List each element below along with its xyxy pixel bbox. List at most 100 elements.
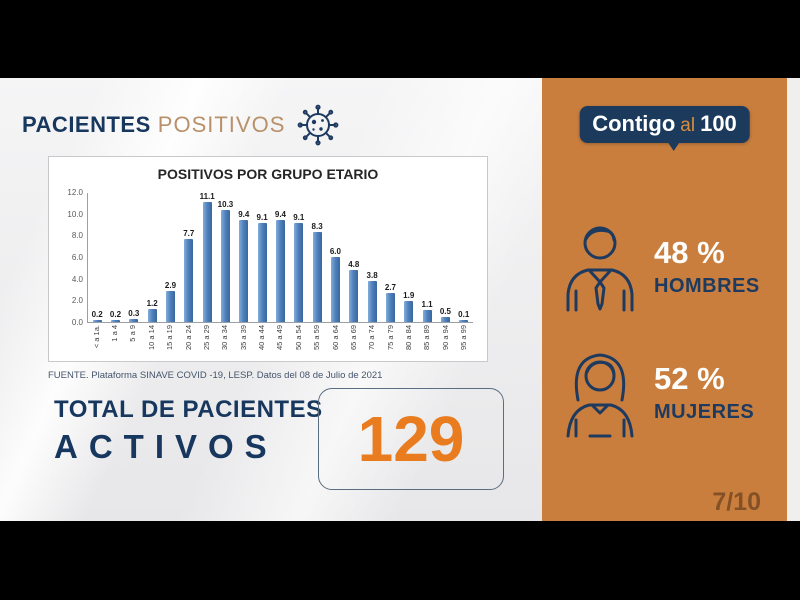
- stat-men: 48 % HOMBRES: [562, 216, 774, 316]
- x-axis-label: 65 a 69: [348, 325, 358, 351]
- contigo-al-100-logo: Contigo al 100: [579, 106, 750, 151]
- bar-column: 2.7: [381, 178, 399, 322]
- x-axis-label: 90 a 94: [440, 325, 450, 351]
- bar-column: 9.4: [235, 178, 253, 322]
- bar-value-label: 9.4: [238, 210, 250, 220]
- y-tick: 0.0: [71, 318, 83, 327]
- x-axis-label: 25 a 29: [201, 325, 211, 351]
- bar: [110, 319, 120, 322]
- x-axis-label: 40 a 44: [257, 325, 267, 351]
- bar-column: 8.3: [308, 178, 326, 322]
- total-patients-label: TOTAL DE PACIENTES ACTIVOS: [54, 396, 323, 466]
- bar-value-label: 10.3: [217, 200, 234, 210]
- bar: [147, 309, 157, 322]
- bar-column: 9.1: [290, 178, 308, 322]
- x-axis-label: 45 a 49: [275, 325, 285, 351]
- bar: [184, 238, 194, 322]
- total-label-line1: TOTAL DE PACIENTES: [54, 396, 323, 423]
- bar-column: 2.9: [161, 178, 179, 322]
- bar-value-label: 9.1: [293, 213, 305, 223]
- bar-column: 9.1: [253, 178, 271, 322]
- x-axis-label: 1 a 4: [110, 325, 120, 342]
- men-label: HOMBRES: [654, 274, 760, 297]
- bar: [330, 257, 340, 322]
- women-percent: 52 %: [654, 360, 725, 396]
- chart-title: POSITIVOS POR GRUPO ETARIO: [157, 166, 379, 182]
- bar-value-label: 0.2: [109, 309, 122, 319]
- bar-column: 0.5: [436, 178, 454, 322]
- bar-column: 1.2: [143, 178, 161, 322]
- stat-women-text: 52 % MUJERES: [654, 361, 754, 424]
- x-axis-label: 95 a 99: [459, 325, 469, 351]
- bar: [275, 220, 285, 322]
- letterbox-top: [0, 0, 800, 78]
- bar-column: 0.1: [455, 178, 473, 322]
- logo-part2: al: [680, 115, 696, 136]
- x-axis-label: 55 a 59: [312, 325, 322, 351]
- sidebar-panel: Contigo al 100 48 % HOMBRES: [542, 78, 787, 521]
- bar: [92, 319, 102, 322]
- bar: [312, 232, 322, 322]
- x-axis-label: 70 a 74: [367, 325, 377, 351]
- x-axis-label: 15 a 19: [165, 325, 175, 351]
- right-edge-strip: [787, 78, 800, 521]
- bar: [440, 316, 450, 322]
- logo-part3: 100: [700, 111, 737, 136]
- letterbox-bottom: [0, 521, 800, 600]
- bar-value-label: 0.1: [458, 310, 470, 319]
- bar: [422, 310, 432, 322]
- bar-value-label: 2.9: [164, 280, 177, 290]
- x-axis-label: 80 a 84: [404, 325, 414, 351]
- bars-area: 0.2 0.2 0.3 1.2 2.9 7.7 11.1 10.3 9.4 9.1 9.4 9.1 8.…: [87, 192, 473, 323]
- bar: [367, 280, 377, 322]
- y-tick: 8.0: [71, 231, 83, 241]
- y-tick: 2.0: [71, 296, 83, 306]
- x-axis-label: < a 1a.: [91, 325, 101, 349]
- x-axis-label: 20 a 24: [183, 325, 193, 351]
- x-axis-label: 85 a 89: [422, 325, 432, 351]
- total-value: 129: [357, 403, 465, 475]
- bar: [202, 201, 212, 322]
- bar-column: 0.2: [106, 178, 124, 322]
- y-tick: 10.0: [67, 209, 83, 219]
- bar-column: 10.3: [216, 178, 234, 322]
- x-axis-label: 5 a 9: [128, 325, 138, 342]
- bar: [165, 290, 175, 322]
- bar: [257, 223, 267, 322]
- y-tick: 4.0: [71, 274, 83, 284]
- bar-value-label: 0.3: [128, 308, 140, 318]
- bar-column: 4.8: [345, 178, 363, 322]
- bar-column: 7.7: [180, 178, 198, 322]
- bar: [349, 270, 359, 322]
- page-title: PACIENTES POSITIVOS: [22, 104, 339, 146]
- woman-icon: [566, 353, 634, 438]
- logo-part1: Contigo: [592, 111, 676, 136]
- bar: [239, 220, 249, 322]
- x-axis-labels: < a 1a. 1 a 4 5 a 9 10 a 14 15 a 19 20 a 24 25…: [87, 325, 473, 369]
- bar-column: 11.1: [198, 178, 216, 322]
- bar-column: 3.8: [363, 178, 381, 322]
- bar-column: 1.9: [400, 178, 418, 322]
- bar-value-label: 0.2: [91, 309, 103, 319]
- x-axis-label: 10 a 14: [146, 325, 156, 351]
- bar-column: 1.1: [418, 178, 436, 322]
- bar-value-label: 1.2: [146, 299, 158, 308]
- y-tick: 12.0: [67, 188, 83, 197]
- bar-value-label: 2.7: [384, 282, 396, 292]
- page-title-primary: PACIENTES: [22, 112, 151, 137]
- age-group-chart: POSITIVOS POR GRUPO ETARIO 0.0 2.0 4.0 6.0 8…: [48, 156, 488, 362]
- bar-value-label: 6.0: [329, 247, 341, 256]
- stat-women: 52 % MUJERES: [562, 342, 774, 442]
- chart-source-note: FUENTE. Plataforma SINAVE COVID -19, LES…: [48, 370, 383, 381]
- x-axis-label: 75 a 79: [385, 325, 395, 351]
- man-icon: [566, 226, 634, 312]
- slide-content: PACIENTES POSITIVOS POSITIVOS POR GRUPO …: [0, 78, 800, 521]
- bar-column: 6.0: [326, 178, 344, 322]
- chart-plot-area: 0.0 2.0 4.0 6.0 8.0 10.0 12.0 0.2 0.2 0.3 1.2 2.9 7…: [67, 188, 473, 350]
- bar-value-label: 9.4: [274, 210, 286, 220]
- total-label-line2: ACTIVOS: [54, 428, 278, 465]
- bar: [129, 318, 139, 322]
- bar-value-label: 7.7: [183, 228, 195, 238]
- bar-value-label: 0.5: [439, 306, 451, 316]
